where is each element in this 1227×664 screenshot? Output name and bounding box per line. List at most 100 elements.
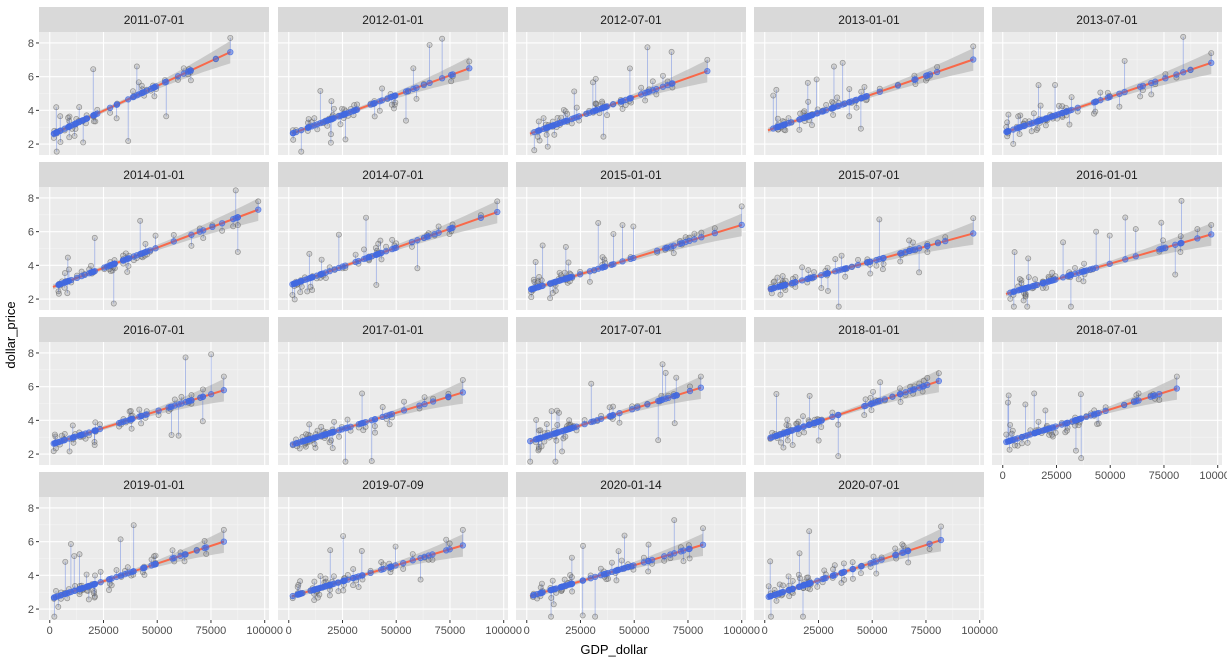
y-tick-label: 4 bbox=[28, 415, 34, 427]
observed-point bbox=[466, 58, 473, 65]
fitted-point bbox=[220, 387, 228, 394]
fitted-point bbox=[50, 594, 58, 601]
fitted-point bbox=[530, 592, 537, 599]
facet-strip-label: 2013-07-01 bbox=[1076, 13, 1138, 27]
observed-point bbox=[1019, 440, 1025, 447]
observed-point bbox=[862, 396, 869, 403]
observed-point bbox=[388, 101, 395, 108]
observed-point bbox=[1092, 108, 1099, 115]
fitted-point bbox=[426, 79, 433, 87]
fitted-point bbox=[400, 407, 408, 414]
facet-strip-label: 2020-01-14 bbox=[600, 478, 662, 492]
observed-point bbox=[935, 370, 942, 377]
facet-strip bbox=[992, 162, 1222, 187]
observed-point bbox=[1208, 50, 1215, 57]
observed-point bbox=[867, 394, 874, 401]
x-tick-label: 50000 bbox=[619, 625, 650, 637]
x-tick-label: 50000 bbox=[857, 625, 888, 637]
observed-point bbox=[880, 261, 887, 267]
facet-panel: 2019-01-01 2 4 6 8 0 25000 50000 75000 100000 bbox=[28, 472, 283, 637]
observed-point bbox=[350, 582, 357, 589]
observed-point bbox=[163, 113, 170, 120]
observed-point bbox=[350, 566, 357, 573]
observed-point bbox=[1097, 89, 1104, 96]
observed-point bbox=[1066, 121, 1073, 128]
fitted-point bbox=[1208, 59, 1215, 66]
facet-strip bbox=[516, 317, 746, 342]
observed-point bbox=[494, 198, 501, 205]
observed-point bbox=[90, 590, 97, 597]
fitted-point bbox=[97, 579, 104, 586]
observed-point bbox=[593, 101, 600, 108]
fitted-point bbox=[897, 250, 904, 257]
facet-strip-label: 2015-01-01 bbox=[600, 168, 662, 182]
facet-strip-label: 2019-01-01 bbox=[123, 478, 185, 492]
fitted-point bbox=[148, 562, 155, 569]
observed-point bbox=[562, 108, 569, 115]
x-tick-label: 100000 bbox=[723, 625, 760, 637]
observed-point bbox=[897, 399, 904, 405]
observed-point bbox=[618, 557, 625, 564]
observed-point bbox=[814, 583, 821, 590]
fitted-point bbox=[66, 435, 73, 442]
fitted-point bbox=[227, 48, 234, 56]
observed-point bbox=[1049, 431, 1056, 438]
observed-point bbox=[561, 576, 568, 583]
facet-strip-label: 2011-07-01 bbox=[124, 13, 185, 27]
facet-panel: 2019-07-09 0 25000 50000 75000 100000 bbox=[278, 472, 522, 637]
fitted-point bbox=[686, 545, 693, 552]
fitted-point bbox=[782, 281, 789, 289]
facet-panel: 2017-01-01 bbox=[278, 317, 508, 465]
observed-point bbox=[1005, 111, 1012, 118]
fitted-point bbox=[537, 434, 544, 442]
observed-point bbox=[773, 597, 780, 604]
observed-point bbox=[704, 56, 711, 63]
fitted-point bbox=[335, 427, 343, 434]
fitted-point bbox=[854, 261, 862, 269]
fitted-point bbox=[1042, 426, 1049, 433]
observed-point bbox=[291, 296, 298, 303]
observed-point bbox=[318, 256, 325, 263]
facet-strip-label: 2012-07-01 bbox=[600, 13, 662, 27]
observed-point bbox=[777, 291, 784, 298]
fitted-point bbox=[141, 249, 148, 256]
fitted-point bbox=[861, 93, 868, 101]
fitted-point bbox=[671, 550, 678, 557]
facet-strip-label: 2014-07-01 bbox=[362, 168, 424, 182]
observed-point bbox=[234, 248, 241, 255]
observed-point bbox=[842, 273, 849, 280]
facet-strip bbox=[992, 7, 1222, 32]
observed-point bbox=[65, 266, 72, 273]
observed-point bbox=[361, 246, 367, 253]
fitted-point bbox=[402, 88, 410, 95]
observed-point bbox=[858, 88, 865, 95]
observed-point bbox=[187, 77, 194, 84]
fitted-point bbox=[342, 425, 349, 432]
observed-point bbox=[97, 568, 104, 575]
fitted-point bbox=[1014, 287, 1022, 294]
observed-point bbox=[311, 115, 318, 122]
fitted-point bbox=[301, 276, 308, 284]
observed-point bbox=[220, 526, 227, 533]
fitted-point bbox=[807, 112, 814, 119]
observed-point bbox=[861, 83, 868, 90]
observed-point bbox=[148, 556, 155, 563]
fitted-point bbox=[91, 581, 98, 588]
observed-point bbox=[1072, 447, 1079, 454]
observed-point bbox=[1106, 232, 1113, 239]
fitted-point bbox=[371, 100, 378, 107]
observed-point bbox=[141, 571, 148, 578]
fitted-point bbox=[347, 423, 354, 430]
observed-point bbox=[686, 555, 693, 562]
observed-point bbox=[876, 216, 883, 223]
observed-point bbox=[51, 431, 58, 438]
fitted-point bbox=[90, 268, 97, 275]
observed-point bbox=[76, 104, 83, 111]
observed-point bbox=[1060, 239, 1067, 246]
observed-point bbox=[549, 290, 556, 296]
fitted-point bbox=[909, 246, 917, 254]
observed-point bbox=[227, 34, 234, 41]
fitted-point bbox=[680, 547, 687, 554]
observed-point bbox=[548, 613, 555, 620]
fitted-point bbox=[449, 71, 456, 78]
